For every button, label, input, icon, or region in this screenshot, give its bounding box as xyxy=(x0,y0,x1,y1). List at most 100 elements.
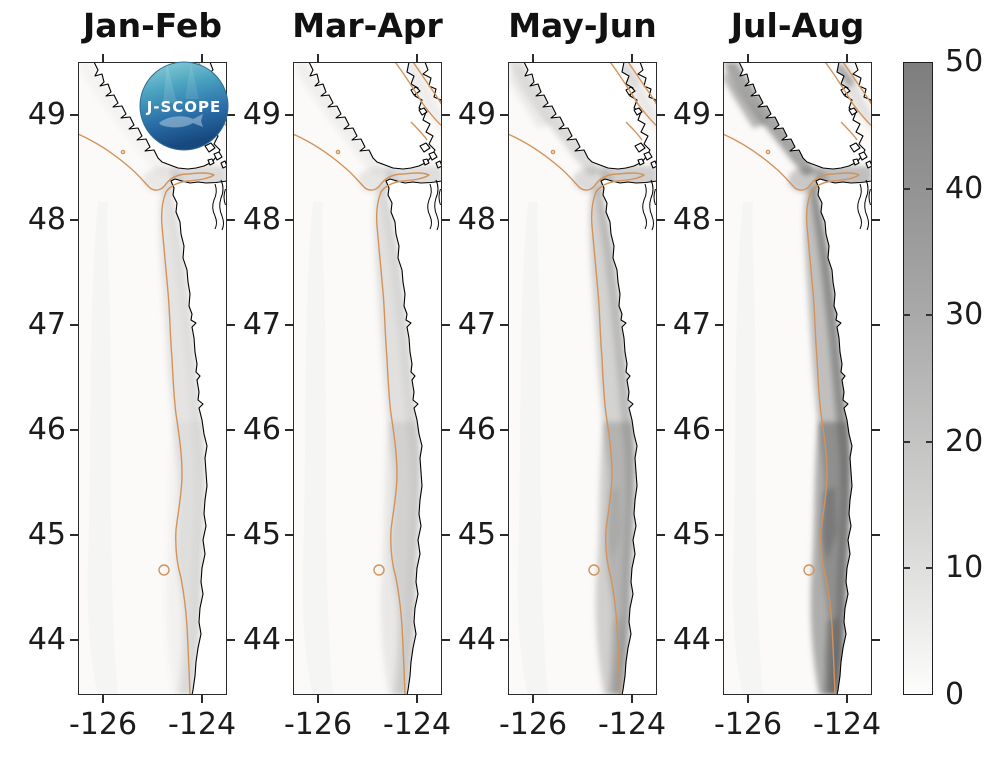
lon-tick-label: -126 xyxy=(283,707,353,742)
land-coastline xyxy=(523,62,657,695)
offshore-wash xyxy=(87,202,118,695)
fish-icon xyxy=(159,114,203,128)
panel-title-mar-apr: Mar-Apr xyxy=(292,6,443,45)
lon-tick-mark xyxy=(201,54,203,62)
island xyxy=(207,158,215,166)
colorbar xyxy=(903,62,933,695)
lon-tick-mark xyxy=(416,695,418,703)
island xyxy=(422,158,430,166)
puget-sound-waterways xyxy=(427,179,441,231)
map-panel-may-jun xyxy=(508,62,657,695)
colorbar-tick-mark xyxy=(903,440,910,443)
lat-tick-label: 47 xyxy=(27,307,66,342)
lon-tick-label: -126 xyxy=(68,707,138,742)
lat-tick-label: 46 xyxy=(457,412,496,447)
map-panel-jul-aug xyxy=(723,62,872,695)
lat-tick-label: 49 xyxy=(27,97,66,132)
lat-tick-mark xyxy=(715,429,723,431)
wa-or-mainland xyxy=(385,178,442,695)
lat-tick-mark xyxy=(442,114,450,116)
lat-tick-mark xyxy=(285,639,293,641)
colorbar-tick-mark xyxy=(903,187,910,190)
lat-tick-mark xyxy=(70,114,78,116)
lat-tick-label: 46 xyxy=(242,412,281,447)
lat-tick-mark xyxy=(285,219,293,221)
panel-title-jan-feb: Jan-Feb xyxy=(83,6,222,45)
puget-sound-waterways xyxy=(642,179,656,231)
lat-tick-mark xyxy=(657,324,665,326)
shelf-break-contour xyxy=(723,62,872,695)
lat-tick-mark xyxy=(70,534,78,536)
panel-border xyxy=(723,62,872,695)
lat-tick-mark xyxy=(500,534,508,536)
lat-tick-label: 44 xyxy=(672,622,711,657)
land-coastline xyxy=(308,62,442,695)
lat-tick-mark xyxy=(657,429,665,431)
wa-or-mainland xyxy=(815,178,872,695)
lat-tick-mark xyxy=(70,429,78,431)
lat-tick-mark xyxy=(227,114,235,116)
lat-tick-mark xyxy=(285,429,293,431)
island xyxy=(650,160,657,169)
lat-tick-mark xyxy=(70,639,78,641)
lat-tick-mark xyxy=(285,324,293,326)
lat-tick-mark xyxy=(500,324,508,326)
vancouver-island xyxy=(738,62,866,170)
map-panel-jan-feb xyxy=(78,62,227,695)
island xyxy=(633,107,643,116)
island xyxy=(849,142,861,153)
puget-sound-waterways xyxy=(857,179,871,231)
lon-tick-label: -124 xyxy=(167,707,237,742)
lon-tick-mark xyxy=(317,54,319,62)
lat-tick-mark xyxy=(442,429,450,431)
lat-tick-label: 48 xyxy=(457,202,496,237)
island xyxy=(865,160,872,169)
lon-tick-mark xyxy=(846,695,848,703)
island xyxy=(220,160,227,169)
lon-tick-mark xyxy=(846,54,848,62)
lon-tick-label: -124 xyxy=(812,707,882,742)
lat-tick-label: 46 xyxy=(672,412,711,447)
island xyxy=(858,151,868,161)
bc-mainland xyxy=(422,62,442,105)
lat-tick-label: 49 xyxy=(457,97,496,132)
lat-tick-mark xyxy=(227,534,235,536)
lat-tick-label: 47 xyxy=(457,307,496,342)
lat-tick-mark xyxy=(715,114,723,116)
island xyxy=(428,151,438,161)
lon-tick-label: -126 xyxy=(713,707,783,742)
colorbar-tick-label: 20 xyxy=(945,423,984,459)
lon-tick-mark xyxy=(631,695,633,703)
island xyxy=(435,160,442,169)
lat-tick-mark xyxy=(715,324,723,326)
lat-tick-label: 47 xyxy=(672,307,711,342)
vancouver-island xyxy=(308,62,436,170)
panel-border xyxy=(293,62,442,695)
map-svg xyxy=(78,62,227,695)
island xyxy=(419,142,431,153)
colorbar-tick-mark xyxy=(926,440,933,443)
panel-title-jul-aug: Jul-Aug xyxy=(730,6,865,45)
lat-tick-mark xyxy=(657,534,665,536)
gray-shading-field xyxy=(295,62,442,695)
lat-tick-mark xyxy=(70,219,78,221)
lon-tick-mark xyxy=(631,54,633,62)
offshore-wash xyxy=(732,202,763,695)
lat-tick-mark xyxy=(872,534,880,536)
lat-tick-mark xyxy=(285,114,293,116)
colorbar-tick-label: 40 xyxy=(945,170,984,206)
puget-sound-waterways xyxy=(212,179,226,231)
colorbar-tick-mark xyxy=(903,567,910,570)
lon-tick-mark xyxy=(416,54,418,62)
logo-text: J-SCOPE xyxy=(146,98,222,116)
offshore-wash xyxy=(517,202,548,695)
lat-tick-label: 45 xyxy=(242,517,281,552)
colorbar-tick-mark xyxy=(926,187,933,190)
panel-border xyxy=(78,62,227,695)
lat-tick-mark xyxy=(872,219,880,221)
colorbar-tick-label: 10 xyxy=(945,550,984,586)
lat-tick-mark xyxy=(657,639,665,641)
lon-tick-label: -126 xyxy=(498,707,568,742)
colorbar-tick-mark xyxy=(926,314,933,317)
